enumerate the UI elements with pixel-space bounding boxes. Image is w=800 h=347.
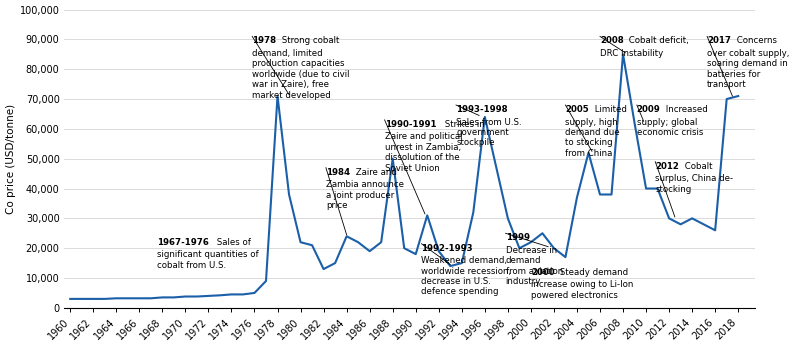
Text: 1978: 1978 [252,36,276,45]
Text: Strong cobalt: Strong cobalt [279,36,339,45]
Text: Sales from U.S.
government
stockpile: Sales from U.S. government stockpile [456,118,522,147]
Text: 2005: 2005 [566,105,589,114]
Text: Zaire and: Zaire and [353,168,397,177]
Text: 1990-1991: 1990-1991 [385,120,436,129]
Text: supply; global
economic crisis: supply; global economic crisis [637,118,703,137]
Text: surplus, China de-
stocking: surplus, China de- stocking [655,174,734,194]
Text: increase owing to Li-Ion
powered electronics: increase owing to Li-Ion powered electro… [531,280,634,299]
Text: over cobalt supply,
soaring demand in
batteries for
transport: over cobalt supply, soaring demand in ba… [707,49,790,89]
Text: 1967-1976: 1967-1976 [157,238,209,247]
Text: demand, limited
production capacities
worldwide (due to civil
war in Zaire), fre: demand, limited production capacities wo… [252,49,350,100]
Text: DRC Instability: DRC Instability [600,49,663,58]
Text: Zambia announce
a joint producer
price: Zambia announce a joint producer price [326,180,404,210]
Text: Cobalt deficit,: Cobalt deficit, [626,36,690,45]
Text: Strikes in: Strikes in [442,120,485,129]
Text: 1992-1993: 1992-1993 [422,244,473,253]
Text: 1984: 1984 [326,168,350,177]
Text: 2009: 2009 [637,105,661,114]
Text: Limited: Limited [592,105,626,114]
Text: Decrease in
demand
from aviation
industry: Decrease in demand from aviation industr… [506,246,563,286]
Text: 2017: 2017 [707,36,731,45]
Text: Zaire and political
unrest in Zambia,
dissolution of the
Soviet Union: Zaire and political unrest in Zambia, di… [385,133,462,173]
Text: Steady demand: Steady demand [558,268,628,277]
Text: significant quantities of
cobalt from U.S.: significant quantities of cobalt from U.… [157,250,258,270]
Text: 1993-1998: 1993-1998 [456,105,508,114]
Text: 2012: 2012 [655,162,679,171]
Text: Increased: Increased [663,105,708,114]
Text: Concerns: Concerns [734,36,777,45]
Text: 2000: 2000 [531,268,554,277]
Text: supply, high
demand due
to stocking
from China: supply, high demand due to stocking from… [566,118,620,158]
Text: 2008: 2008 [600,36,624,45]
Text: Sales of: Sales of [214,238,251,247]
Text: Weakened demand,
worldwide recession,
decrease in U.S.
defence spending: Weakened demand, worldwide recession, de… [422,256,512,296]
Y-axis label: Co price (USD/tonne): Co price (USD/tonne) [6,104,15,214]
Text: 1999: 1999 [506,233,530,242]
Text: Cobalt: Cobalt [682,162,712,171]
